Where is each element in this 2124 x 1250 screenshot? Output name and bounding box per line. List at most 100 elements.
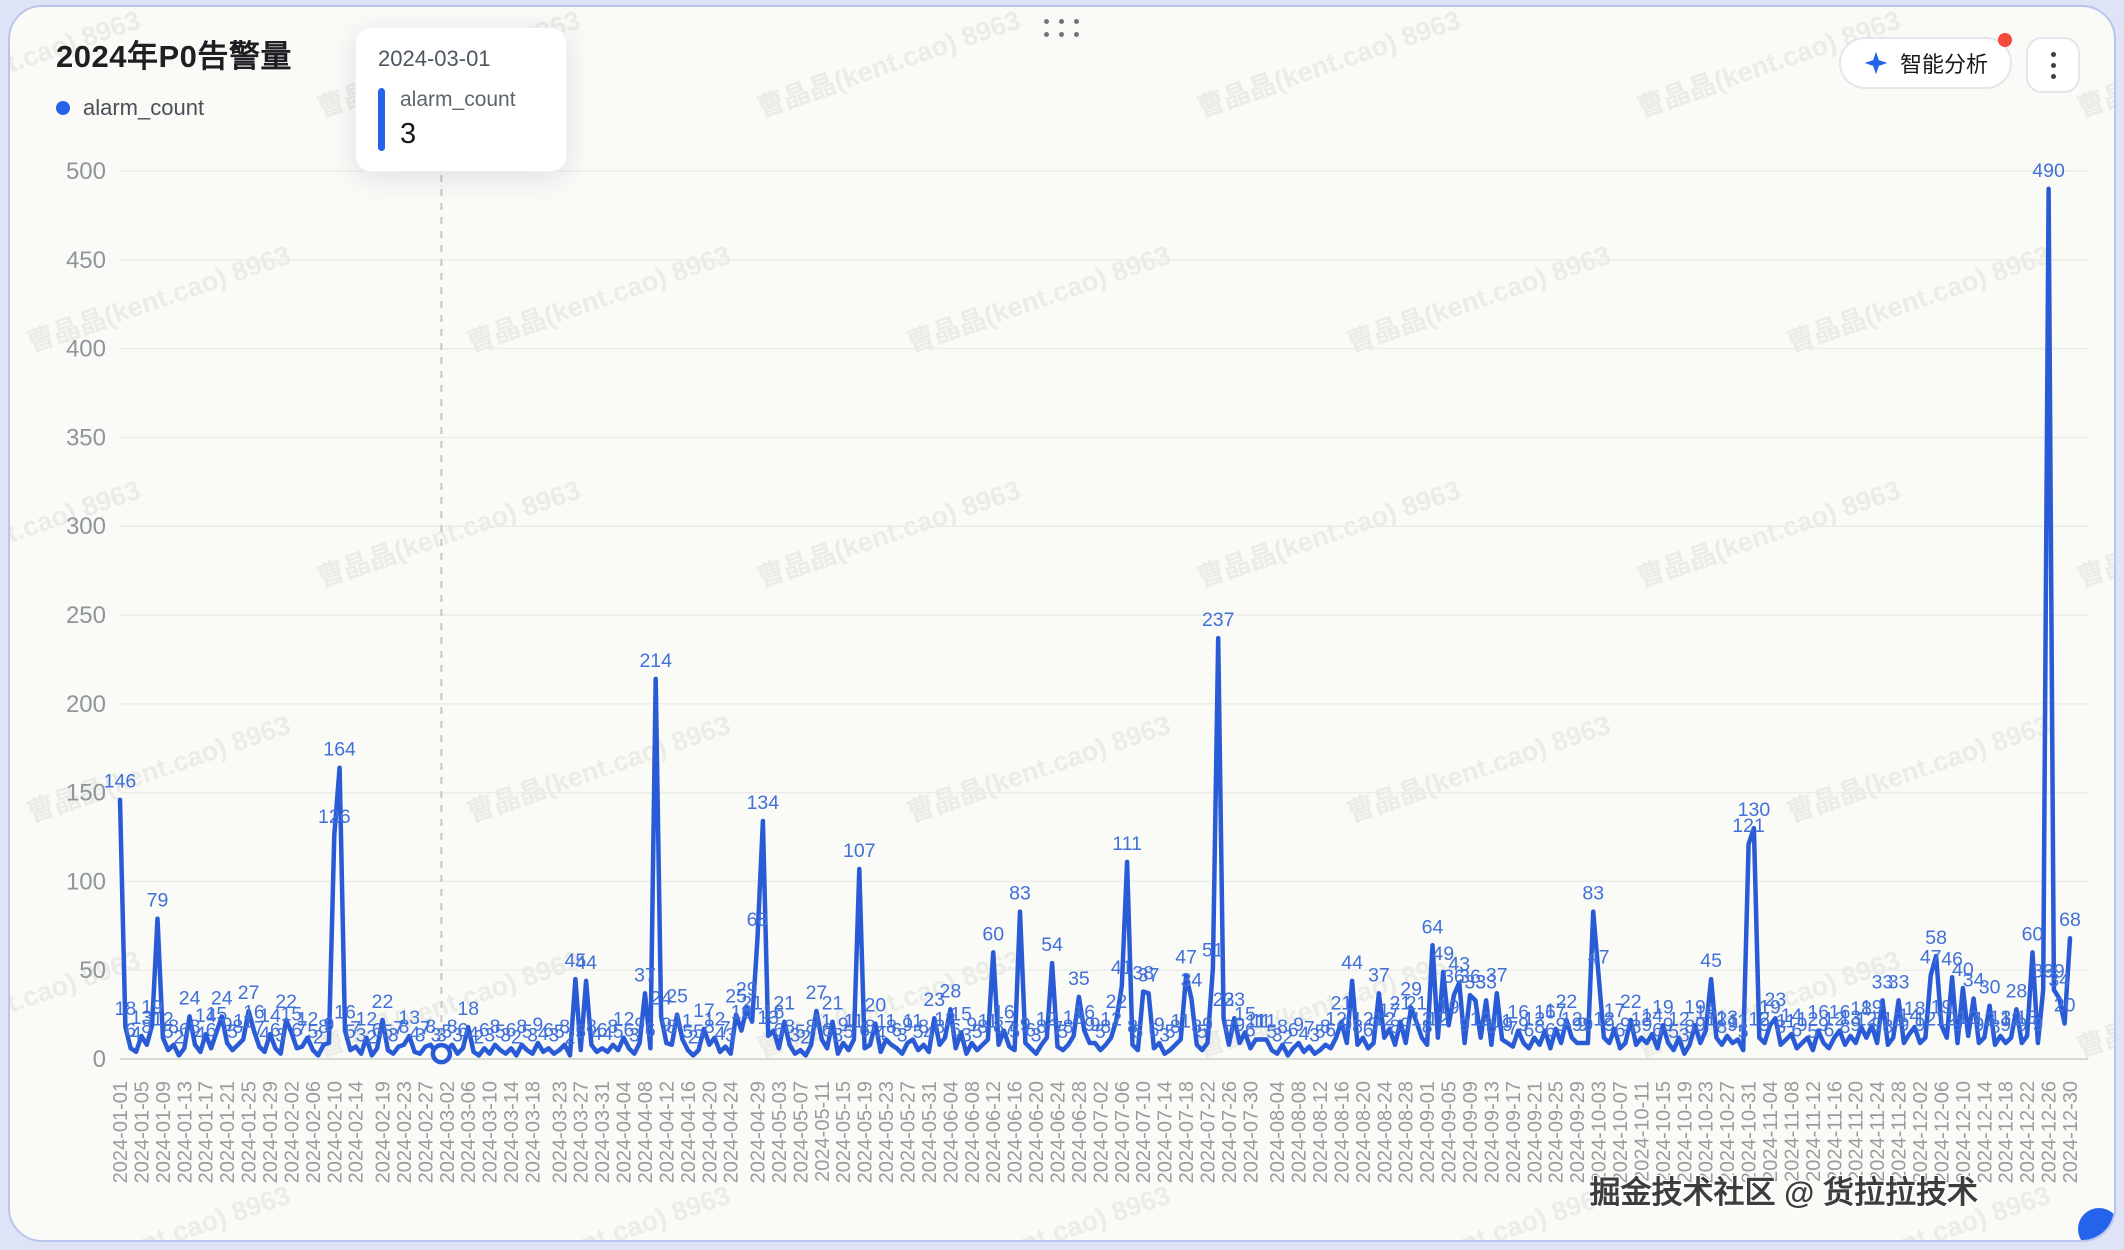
point-label: 8	[993, 1016, 1004, 1038]
point-label: 4	[468, 1023, 479, 1045]
point-label: 9	[1604, 1014, 1615, 1036]
point-label: 2	[366, 1026, 377, 1048]
point-label: 9	[532, 1014, 543, 1036]
x-tick-label: 2024-06-12	[983, 1081, 1005, 1183]
point-label: 9	[1663, 1014, 1674, 1036]
point-label: 16	[1807, 1002, 1829, 1024]
x-tick-label: 2024-12-02	[1910, 1081, 1932, 1183]
point-label: 15	[1234, 1003, 1256, 1025]
point-label: 8	[168, 1016, 179, 1038]
drag-handle-icon[interactable]	[1044, 19, 1080, 38]
point-label: 8	[1223, 1016, 1234, 1038]
x-tick-label: 2024-02-19	[373, 1081, 395, 1183]
point-label: 68	[2059, 909, 2081, 931]
point-label: 107	[843, 840, 876, 862]
x-tick-label: 2024-06-08	[962, 1081, 984, 1183]
point-label: 16	[334, 1002, 356, 1024]
x-tick-label: 2024-04-20	[699, 1081, 721, 1183]
more-menu-button[interactable]	[2026, 37, 2080, 93]
point-label: 12	[1523, 1009, 1545, 1031]
point-label: 9	[1577, 1014, 1588, 1036]
point-label: 12	[1631, 1009, 1653, 1031]
point-label: 6	[1288, 1019, 1299, 1041]
point-label: 4	[195, 1023, 206, 1045]
point-label: 6	[270, 1019, 281, 1041]
x-tick-label: 2024-04-24	[721, 1081, 743, 1183]
point-label: 121	[1732, 815, 1765, 837]
point-label: 11	[672, 1010, 692, 1032]
x-tick-label: 2024-03-18	[523, 1081, 545, 1183]
point-label: 9	[661, 1014, 672, 1036]
point-label: 6	[597, 1019, 608, 1041]
point-label: 5	[1132, 1021, 1143, 1043]
point-label: 2	[565, 1026, 576, 1048]
x-tick-label: 2024-04-12	[656, 1081, 678, 1183]
series-line[interactable]	[117, 186, 2073, 1058]
point-label: 8	[1716, 1016, 1727, 1038]
point-label: 9	[838, 1014, 849, 1036]
point-label: 37	[1486, 964, 1508, 986]
point-label: 18	[1850, 998, 1872, 1020]
point-label: 9	[1518, 1014, 1529, 1036]
point-label: 5	[522, 1021, 533, 1043]
point-label: 7	[1052, 1018, 1063, 1040]
point-label: 44	[1341, 952, 1363, 974]
point-label: 12	[2000, 1009, 2022, 1031]
credit-text: 掘金技术社区 @ 货拉拉技术	[1589, 1175, 1978, 1210]
corner-blue-dot[interactable]	[2078, 1208, 2114, 1240]
x-tick-label: 2024-05-07	[790, 1081, 812, 1183]
x-tick-label: 2024-05-15	[833, 1081, 855, 1183]
point-label: 13	[1063, 1007, 1085, 1029]
point-label: 9	[1727, 1014, 1738, 1036]
point-label: 11	[1492, 1010, 1512, 1032]
x-tick-label: 2024-07-26	[1219, 1081, 1241, 1183]
alarm-count-line-chart[interactable]: 0 50 100 150 200 250 300 350 400 450 500 2024-01-01…	[10, 7, 2116, 1242]
point-label: 7	[720, 1018, 731, 1040]
point-label: 9	[1293, 1014, 1304, 1036]
point-label: 12	[1470, 1009, 1492, 1031]
x-tick-label: 2024-06-04	[940, 1081, 962, 1183]
toolbar: 智能分析	[1838, 33, 2080, 93]
point-label: 11	[978, 1010, 998, 1032]
point-label: 5	[1807, 1021, 1818, 1043]
point-label: 9	[1620, 1014, 1631, 1036]
point-label: 12	[934, 1009, 956, 1031]
x-tick-label: 2024-11-20	[1846, 1081, 1868, 1182]
point-label: 5	[795, 1021, 806, 1043]
point-label: 16	[1507, 1002, 1529, 1024]
point-label: 9	[1400, 1014, 1411, 1036]
x-tick-label: 2024-05-03	[769, 1081, 791, 1183]
x-tick-label: 2024-10-15	[1653, 1081, 1675, 1183]
point-label: 9	[1582, 1014, 1593, 1036]
point-label: 4	[131, 1023, 142, 1045]
point-label: 24	[211, 987, 233, 1009]
point-label: 14	[259, 1005, 281, 1027]
point-label: 8	[1882, 1016, 1893, 1038]
ai-analysis-button[interactable]: 智能分析	[1838, 33, 2012, 89]
point-label: 2	[511, 1026, 522, 1048]
point-label: 7	[420, 1018, 431, 1040]
ai-analysis-label: 智能分析	[1899, 52, 1988, 77]
point-label: 3	[436, 1025, 447, 1047]
point-label: 4	[591, 1023, 602, 1045]
point-label: 19	[141, 996, 163, 1018]
point-label: 6	[623, 1019, 634, 1041]
point-label: 12	[1797, 1009, 1819, 1031]
x-tick-label: 2024-09-29	[1567, 1081, 1589, 1183]
highlight-marker[interactable]	[430, 1042, 453, 1065]
legend[interactable]: alarm_count	[56, 95, 204, 121]
point-label: 34	[1963, 970, 1985, 992]
chart-tooltip: 2024-03-01 alarm_count 3	[355, 27, 567, 172]
point-label: 3	[356, 1025, 367, 1047]
point-label: 490	[2032, 160, 2065, 182]
point-label: 21	[1390, 993, 1412, 1015]
point-label: 14	[1898, 1005, 1920, 1027]
point-label: 16	[243, 1002, 265, 1024]
point-label: 12	[1427, 1009, 1449, 1031]
point-label: 39	[2043, 961, 2065, 983]
point-label: 6	[125, 1019, 136, 1041]
point-label: 9	[2032, 1014, 2043, 1036]
point-label: 7	[393, 1018, 404, 1040]
point-label: 164	[323, 739, 356, 761]
point-label: 37	[1368, 964, 1390, 986]
